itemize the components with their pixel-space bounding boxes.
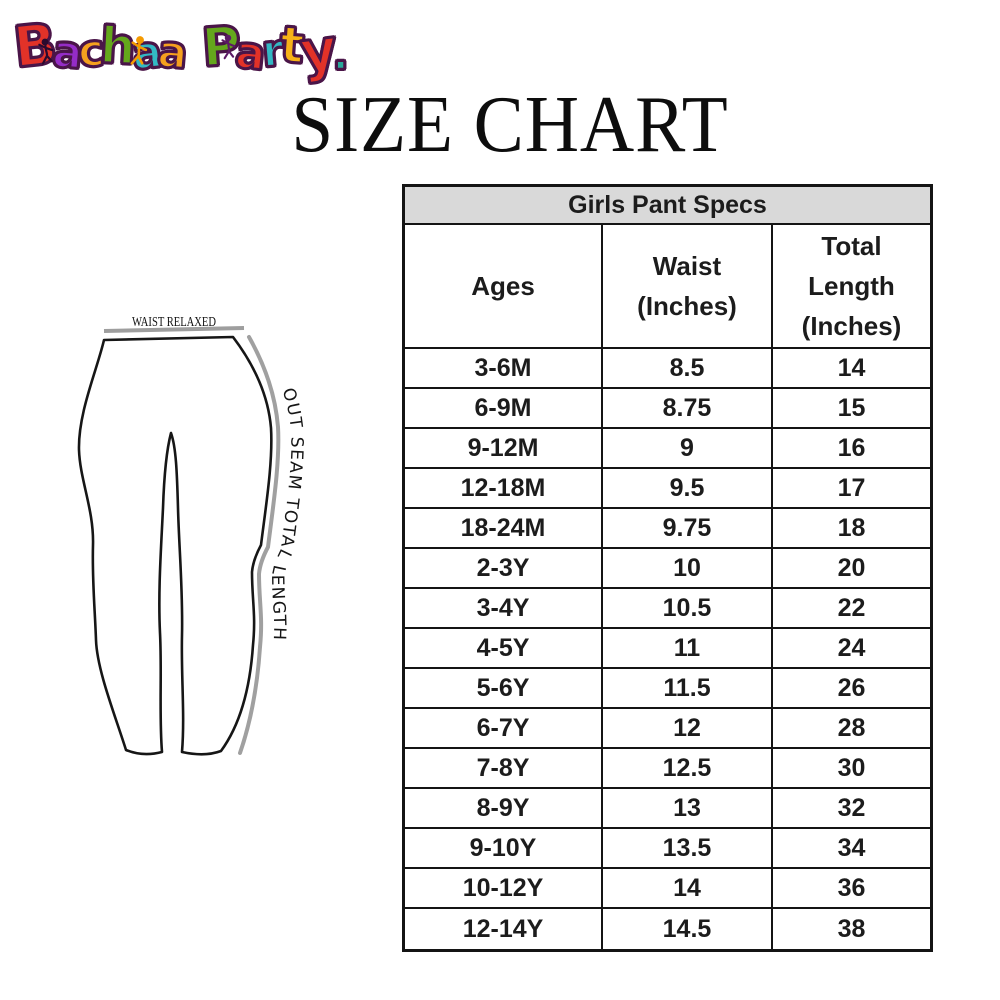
length-cell: 14 xyxy=(771,349,930,387)
age-cell: 3-6M xyxy=(474,353,532,382)
waist-cell: 9 xyxy=(601,429,771,467)
waist-cell: 10.5 xyxy=(601,589,771,627)
waist-cell: 9.5 xyxy=(601,469,771,507)
age-cell: 18-24M xyxy=(460,513,546,542)
waist-cell: 13 xyxy=(601,789,771,827)
length-cell: 15 xyxy=(771,389,930,427)
table-row: 6-9M 8.75 15 xyxy=(405,389,930,429)
length-cell: 32 xyxy=(771,789,930,827)
length-cell: 34 xyxy=(771,829,930,867)
table-caption: Girls Pant Specs xyxy=(405,187,930,225)
table-row: 9-10Y 13.5 34 xyxy=(405,829,930,869)
age-cell: 5-6Y xyxy=(476,673,530,702)
age-cell: 10-12Y xyxy=(462,873,544,902)
table-row: 3-4Y 10.5 22 xyxy=(405,589,930,629)
girls-pant-specs-table: Girls Pant Specs Ages Waist (Inches) Tot… xyxy=(402,184,933,952)
table-row: 12-18M 9.5 17 xyxy=(405,469,930,509)
length-cell: 20 xyxy=(771,549,930,587)
table-row: 9-12M 9 16 xyxy=(405,429,930,469)
table-row: 12-14Y 14.5 38 xyxy=(405,909,930,949)
waist-cell: 8.5 xyxy=(601,349,771,387)
page-title: SIZE CHART xyxy=(291,81,729,169)
age-cell: 12-18M xyxy=(460,473,546,502)
length-cell: 26 xyxy=(771,669,930,707)
length-column-header: Total Length (Inches) xyxy=(771,225,930,347)
outseam-measure-line xyxy=(238,335,281,755)
table-row: 8-9Y 13 32 xyxy=(405,789,930,829)
table-row: 7-8Y 12.5 30 xyxy=(405,749,930,789)
waist-cell: 12 xyxy=(601,709,771,747)
age-cell: 6-9M xyxy=(474,393,532,422)
waist-cell: 10 xyxy=(601,549,771,587)
waist-cell: 9.75 xyxy=(601,509,771,547)
age-cell: 8-9Y xyxy=(476,793,530,822)
length-cell: 17 xyxy=(771,469,930,507)
pants-outline xyxy=(77,335,273,756)
table-row: 5-6Y 11.5 26 xyxy=(405,669,930,709)
table-row: 3-6M 8.5 14 xyxy=(405,349,930,389)
table-row: 10-12Y 14 36 xyxy=(405,869,930,909)
table-header-row: Ages Waist (Inches) Total Length (Inches… xyxy=(405,225,930,349)
length-cell: 30 xyxy=(771,749,930,787)
age-cell: 9-10Y xyxy=(469,833,537,862)
length-cell: 24 xyxy=(771,629,930,667)
table-row: 18-24M 9.75 18 xyxy=(405,509,930,549)
length-cell: 22 xyxy=(771,589,930,627)
age-cell: 9-12M xyxy=(467,433,539,462)
length-cell: 28 xyxy=(771,709,930,747)
waist-cell: 14.5 xyxy=(601,909,771,949)
length-cell: 36 xyxy=(771,869,930,907)
length-cell: 16 xyxy=(771,429,930,467)
pants-diagram: WAIST RELAXED OUT SEAM TOTAL LENGTH xyxy=(77,315,305,756)
waist-cell: 11 xyxy=(601,629,771,667)
age-cell: 12-14Y xyxy=(462,914,544,943)
age-cell: 3-4Y xyxy=(476,593,530,622)
waist-cell: 14 xyxy=(601,869,771,907)
table-row: 6-7Y 12 28 xyxy=(405,709,930,749)
size-table-body: 3-6M 8.5 14 6-9M 8.75 15 9-12M 9 16 12-1… xyxy=(405,349,930,949)
age-cell: 7-8Y xyxy=(476,753,530,782)
waist-cell: 13.5 xyxy=(601,829,771,867)
waist-cell: 11.5 xyxy=(601,669,771,707)
waist-cell: 12.5 xyxy=(601,749,771,787)
ages-column-header: Ages xyxy=(471,270,535,301)
waist-cell: 8.75 xyxy=(601,389,771,427)
table-row: 2-3Y 10 20 xyxy=(405,549,930,589)
length-cell: 18 xyxy=(771,509,930,547)
age-cell: 6-7Y xyxy=(476,713,530,742)
age-cell: 2-3Y xyxy=(476,553,530,582)
length-cell: 38 xyxy=(771,909,930,949)
waist-relaxed-label: WAIST RELAXED xyxy=(132,315,216,330)
logo-letter: a xyxy=(154,25,187,81)
age-cell: 4-5Y xyxy=(476,633,530,662)
waist-measure-line xyxy=(103,326,245,333)
waist-column-header: Waist (Inches) xyxy=(601,225,771,347)
table-row: 4-5Y 11 24 xyxy=(405,629,930,669)
bachaa-party-logo: Bachaa Party. xyxy=(9,4,350,96)
